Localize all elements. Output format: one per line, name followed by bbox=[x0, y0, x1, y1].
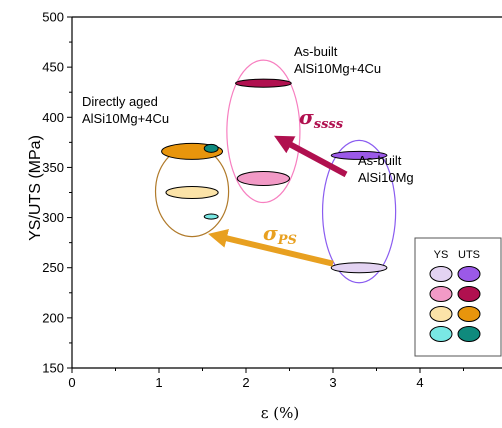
group-envelope-1 bbox=[226, 59, 301, 204]
y-tick-label: 250 bbox=[42, 260, 64, 275]
y-tick-label: 300 bbox=[42, 210, 64, 225]
legend-swatch-ys bbox=[429, 266, 453, 282]
y-tick-label: 200 bbox=[42, 310, 64, 325]
annotation-label-1: σPS bbox=[263, 221, 297, 248]
legend-swatch-ys bbox=[429, 286, 453, 302]
x-tick-label: 0 bbox=[68, 375, 75, 390]
y-tick-label: 400 bbox=[42, 110, 64, 125]
group-envelope-0 bbox=[321, 139, 397, 284]
x-tick-label: 4 bbox=[416, 375, 423, 390]
group-label-line: AlSi10Mg+4Cu bbox=[294, 61, 381, 76]
annotation-arrow-1 bbox=[208, 228, 334, 267]
x-tick-label: 3 bbox=[329, 375, 336, 390]
legend-swatch-uts bbox=[457, 326, 481, 342]
legend-swatch-uts bbox=[457, 266, 481, 282]
group-labels: As-built AlSi10Mg As-built AlSi10Mg+4Cu Dire… bbox=[82, 44, 414, 185]
data-point-ys-2-2 bbox=[203, 213, 219, 220]
legend-header: UTS bbox=[458, 249, 480, 261]
y-tick-label: 150 bbox=[42, 361, 64, 376]
legend-swatch-uts bbox=[457, 306, 481, 322]
legend-swatch-uts bbox=[457, 286, 481, 302]
annotations: σssss σPS bbox=[208, 105, 348, 267]
legend-swatch-ys bbox=[429, 326, 453, 342]
x-tick-label: 2 bbox=[242, 375, 249, 390]
legend-swatch-ys bbox=[429, 306, 453, 322]
axes: 150 200 250 300 350 400 450 500 0 1 2 3 4 bbox=[42, 10, 502, 390]
group-label-line: AlSi10Mg bbox=[358, 170, 414, 185]
x-axis-label: ε (%) bbox=[261, 404, 300, 422]
group-label-line: As-built bbox=[358, 153, 402, 168]
y-tick-label: 350 bbox=[42, 160, 64, 175]
data-point-ys-2-0 bbox=[165, 185, 219, 200]
annotation-arrow-0 bbox=[274, 135, 348, 178]
data-point-ys-1-0 bbox=[236, 170, 290, 186]
group-label-line: AlSi10Mg+4Cu bbox=[82, 111, 169, 126]
data-point-uts-1-1 bbox=[235, 78, 292, 88]
x-tick-label: 1 bbox=[155, 375, 162, 390]
legend: YS UTS bbox=[414, 237, 502, 357]
group-label-line: As-built bbox=[294, 44, 338, 59]
data-point-uts-2-3 bbox=[203, 143, 219, 153]
y-tick-label: 450 bbox=[42, 60, 64, 75]
annotation-label-0: σssss bbox=[299, 105, 344, 132]
y-axis-label: YS/UTS (MPa) bbox=[27, 135, 44, 241]
data-point-uts-0-1 bbox=[330, 150, 388, 160]
group-label-line: Directly aged bbox=[82, 94, 158, 109]
data-point-ys-0-0 bbox=[330, 262, 388, 274]
legend-header: YS bbox=[434, 249, 449, 261]
y-tick-label: 500 bbox=[42, 10, 64, 25]
data-points bbox=[161, 78, 388, 274]
